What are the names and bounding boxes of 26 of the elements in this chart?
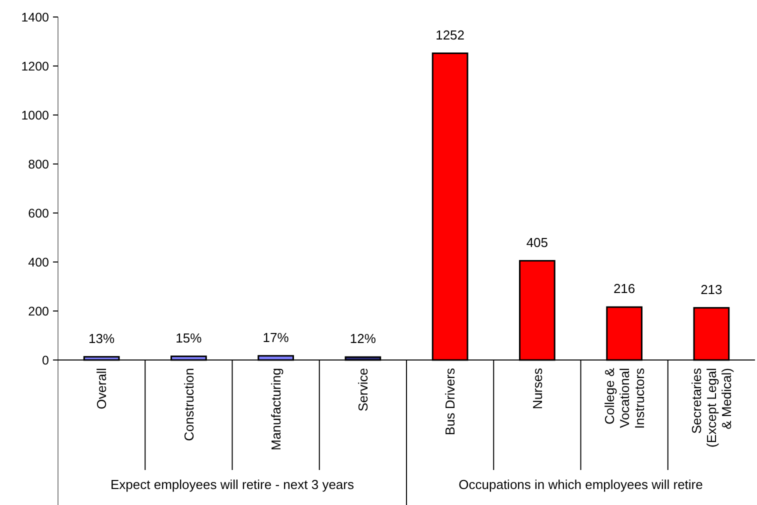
data-label: 13%: [88, 330, 116, 346]
y-tick-label: 600: [28, 206, 50, 220]
data-label: 1252: [436, 27, 465, 42]
y-tick-label: 1400: [21, 10, 50, 24]
x-tick-label: Overall: [94, 368, 110, 410]
x-tick-label: Nurses: [530, 368, 545, 410]
y-tick-label: 400: [28, 255, 50, 270]
y-tick-label: 1200: [21, 59, 50, 74]
text: Expect employees will retire - next 3 years: [110, 477, 354, 492]
data-label: 12%: [350, 331, 376, 346]
x-tick-label: College & Vocational Instructors: [602, 368, 647, 429]
x-tick-label: Secretaries (Except Legal & Medical): [688, 368, 734, 448]
y-tick-label: 800: [28, 157, 50, 172]
data-label: 213: [700, 282, 722, 297]
x-tick-label: Service: [355, 368, 370, 412]
data-label: 405: [526, 234, 548, 250]
x-tick-label: Manufacturing: [268, 368, 284, 450]
data-label: 17%: [262, 330, 290, 345]
x-tick-label: Bus Drivers: [442, 368, 458, 436]
x-tick-label: Construction: [181, 368, 196, 441]
y-tick-label: 1000: [21, 108, 50, 122]
y-tick-label: 0: [42, 353, 50, 368]
y-tick-label: 200: [28, 304, 50, 318]
text: Occupations in which employees will retire: [458, 477, 703, 492]
data-label: 15%: [176, 330, 202, 346]
data-label: 216: [613, 281, 636, 296]
